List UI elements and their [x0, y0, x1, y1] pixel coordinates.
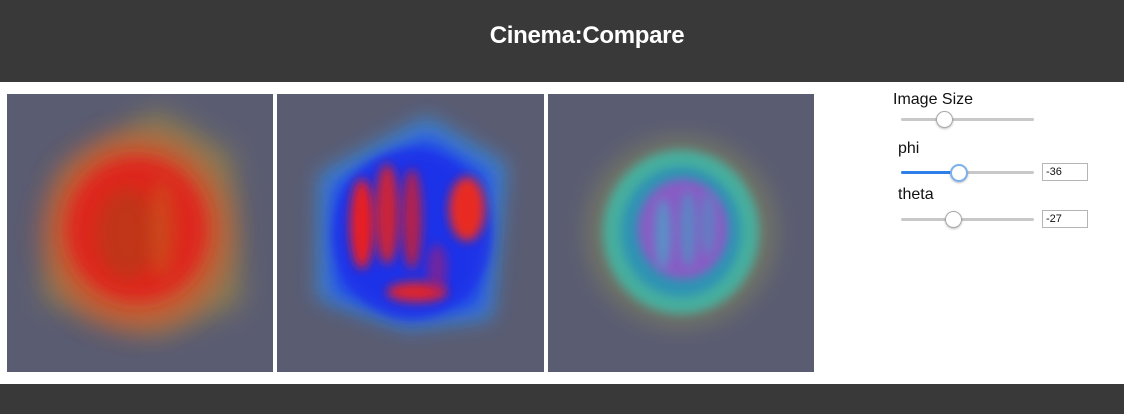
image-size-label: Image Size: [893, 91, 973, 109]
image-viewer-left[interactable]: [7, 94, 273, 372]
theta-input[interactable]: [1042, 210, 1088, 228]
render-image-right: [548, 94, 814, 372]
theta-slider[interactable]: [901, 218, 1034, 221]
page-title: Cinema:Compare: [0, 22, 1124, 50]
header-bar: Cinema:Compare: [0, 0, 1124, 82]
image-viewer-middle[interactable]: [277, 94, 544, 372]
image-size-slider[interactable]: [901, 118, 1034, 121]
image-size-slider-thumb[interactable]: [936, 111, 953, 128]
phi-input[interactable]: [1042, 163, 1088, 181]
phi-label: phi: [898, 140, 919, 158]
render-image-left: [7, 94, 273, 372]
footer-bar: [0, 384, 1124, 414]
phi-slider-thumb[interactable]: [950, 164, 968, 182]
image-viewer-right[interactable]: [548, 94, 814, 372]
theta-label: theta: [898, 186, 934, 204]
render-image-middle: [277, 94, 544, 372]
theta-slider-thumb[interactable]: [945, 211, 962, 228]
